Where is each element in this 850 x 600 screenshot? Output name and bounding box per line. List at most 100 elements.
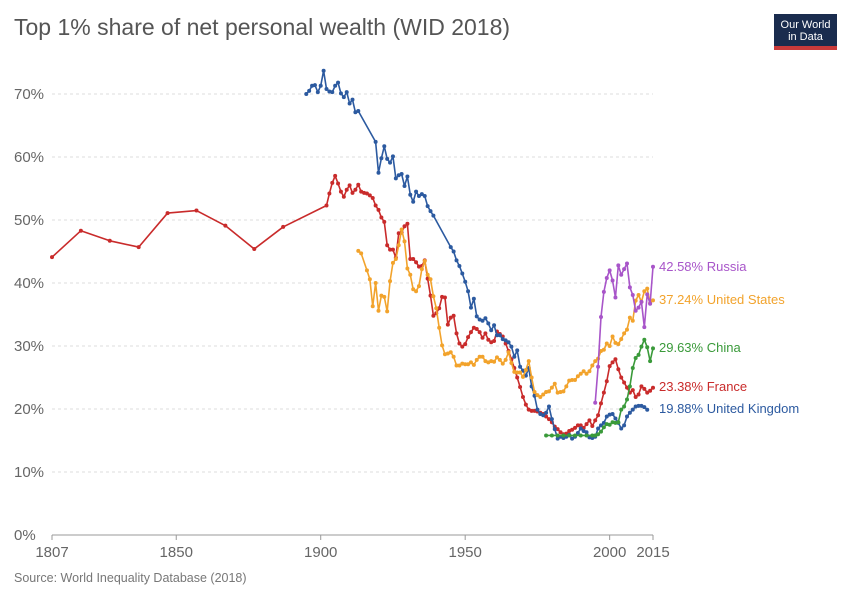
data-point-us[interactable] — [474, 357, 479, 362]
data-point-us[interactable] — [604, 341, 609, 346]
data-point-france[interactable] — [341, 194, 346, 199]
data-point-uk[interactable] — [382, 144, 387, 149]
data-point-uk[interactable] — [324, 86, 329, 91]
data-point-china[interactable] — [561, 433, 566, 438]
data-point-france[interactable] — [477, 330, 482, 335]
data-point-france[interactable] — [630, 388, 635, 393]
data-point-france[interactable] — [642, 386, 647, 391]
data-point-us[interactable] — [419, 267, 424, 272]
data-point-france[interactable] — [165, 211, 170, 216]
series-france[interactable] — [50, 173, 655, 437]
data-point-france[interactable] — [330, 180, 335, 185]
data-point-us[interactable] — [538, 395, 543, 400]
data-point-us[interactable] — [541, 392, 546, 397]
data-point-us[interactable] — [515, 370, 520, 375]
data-point-russia[interactable] — [607, 268, 612, 273]
data-point-us[interactable] — [414, 289, 419, 294]
data-point-france[interactable] — [324, 203, 329, 208]
data-point-us[interactable] — [382, 294, 387, 299]
data-point-france[interactable] — [610, 360, 615, 365]
data-point-uk[interactable] — [408, 192, 413, 197]
data-point-us[interactable] — [636, 292, 641, 297]
data-point-france[interactable] — [613, 357, 618, 362]
data-point-us[interactable] — [497, 357, 502, 362]
data-point-china[interactable] — [572, 433, 577, 438]
data-point-france[interactable] — [575, 423, 580, 428]
data-point-france[interactable] — [593, 418, 598, 423]
data-point-uk[interactable] — [422, 194, 427, 199]
data-point-uk[interactable] — [610, 412, 615, 417]
data-point-uk[interactable] — [448, 245, 453, 250]
data-point-france[interactable] — [483, 331, 488, 336]
data-point-china[interactable] — [607, 422, 612, 427]
data-point-france[interactable] — [252, 246, 257, 251]
data-point-us[interactable] — [471, 362, 476, 367]
data-point-france[interactable] — [364, 191, 369, 196]
data-point-uk[interactable] — [541, 413, 546, 418]
data-point-france[interactable] — [442, 295, 447, 300]
series-us[interactable] — [356, 227, 655, 400]
data-point-us[interactable] — [468, 360, 473, 365]
data-point-france[interactable] — [520, 395, 525, 400]
data-point-uk[interactable] — [402, 183, 407, 188]
data-point-us[interactable] — [503, 357, 508, 362]
data-point-uk[interactable] — [390, 154, 395, 159]
data-point-uk[interactable] — [315, 90, 320, 95]
data-point-us[interactable] — [457, 363, 462, 368]
data-point-china[interactable] — [651, 346, 655, 351]
data-point-france[interactable] — [651, 385, 655, 390]
data-point-us[interactable] — [440, 343, 445, 348]
data-point-uk[interactable] — [497, 333, 502, 338]
data-point-uk[interactable] — [506, 340, 511, 345]
data-point-us[interactable] — [500, 361, 505, 366]
data-point-uk[interactable] — [385, 156, 390, 161]
data-point-china[interactable] — [601, 425, 606, 430]
data-point-france[interactable] — [639, 384, 644, 389]
data-point-france[interactable] — [518, 384, 523, 389]
data-point-russia[interactable] — [625, 261, 629, 266]
data-point-us[interactable] — [425, 272, 430, 277]
data-point-russia[interactable] — [610, 278, 615, 283]
data-point-china[interactable] — [544, 433, 549, 438]
data-point-russia[interactable] — [613, 295, 618, 300]
data-point-us[interactable] — [622, 331, 627, 336]
data-point-uk[interactable] — [425, 204, 430, 209]
data-point-us[interactable] — [564, 384, 569, 389]
data-point-france[interactable] — [584, 422, 589, 427]
data-point-uk[interactable] — [471, 296, 476, 301]
data-point-us[interactable] — [388, 279, 393, 284]
data-point-uk[interactable] — [388, 160, 393, 165]
series-russia[interactable] — [593, 261, 655, 405]
data-point-uk[interactable] — [304, 92, 309, 96]
data-point-uk[interactable] — [627, 410, 632, 415]
data-point-us[interactable] — [561, 389, 566, 394]
data-point-us[interactable] — [642, 289, 647, 294]
data-point-us[interactable] — [610, 334, 615, 339]
data-point-us[interactable] — [627, 315, 632, 320]
data-point-france[interactable] — [448, 315, 453, 320]
data-point-france[interactable] — [523, 402, 528, 407]
data-point-china[interactable] — [596, 432, 601, 437]
data-point-us[interactable] — [416, 284, 421, 289]
data-point-us[interactable] — [575, 374, 580, 379]
data-point-uk[interactable] — [460, 271, 465, 276]
data-point-china[interactable] — [633, 355, 638, 360]
data-point-uk[interactable] — [512, 354, 517, 359]
data-point-us[interactable] — [529, 375, 534, 380]
data-point-france[interactable] — [437, 306, 442, 311]
data-point-china[interactable] — [549, 433, 554, 438]
data-point-uk[interactable] — [414, 189, 419, 194]
data-point-us[interactable] — [584, 371, 589, 376]
data-point-france[interactable] — [327, 191, 332, 196]
data-point-france[interactable] — [50, 255, 54, 260]
data-point-uk[interactable] — [373, 139, 378, 144]
data-point-us[interactable] — [370, 304, 375, 309]
owid-logo[interactable]: Our World in Data — [774, 14, 837, 50]
data-point-china[interactable] — [639, 344, 644, 349]
data-point-russia[interactable] — [627, 285, 632, 290]
data-point-uk[interactable] — [555, 436, 560, 441]
data-point-russia[interactable] — [616, 263, 621, 268]
data-point-uk[interactable] — [636, 403, 641, 408]
data-point-us[interactable] — [431, 294, 436, 299]
data-point-france[interactable] — [385, 243, 390, 248]
